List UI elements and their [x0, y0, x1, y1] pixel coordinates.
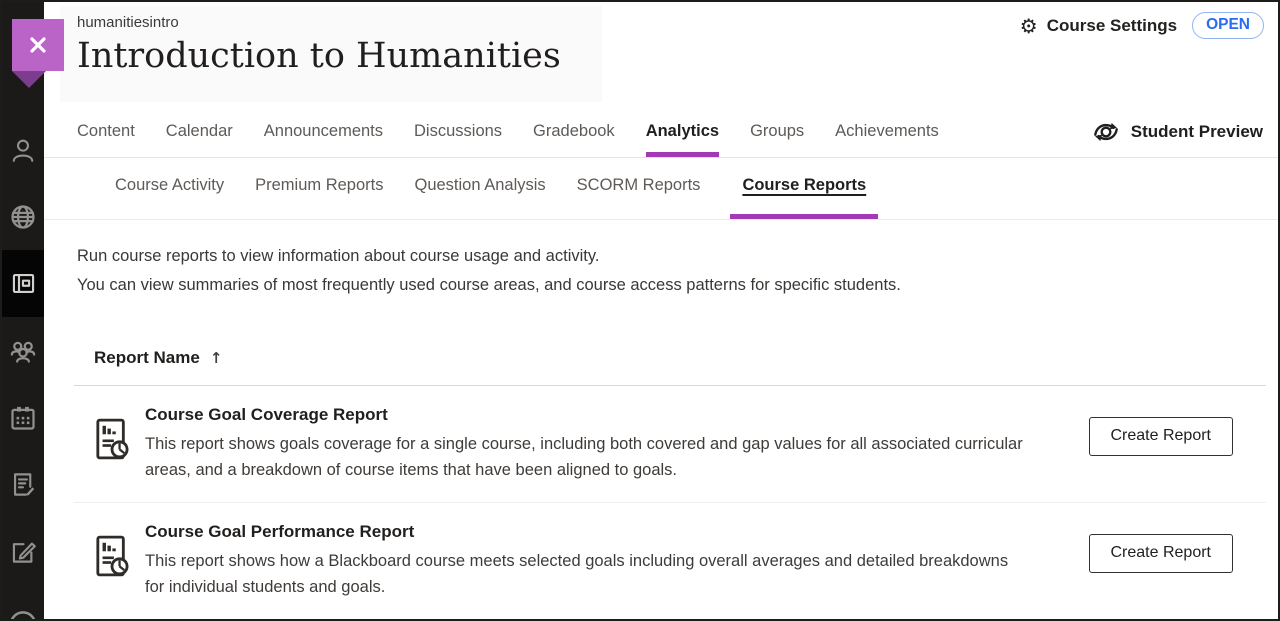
- grades-edit-icon: [12, 542, 36, 563]
- course-tab-bar: Content Calendar Announcements Discussio…: [44, 111, 1278, 158]
- subtab-premium-reports[interactable]: Premium Reports: [255, 176, 384, 195]
- report-title[interactable]: Course Goal Coverage Report: [145, 405, 388, 424]
- header-actions: ⚙ Course Settings OPEN: [1020, 12, 1264, 39]
- report-document-icon: [96, 535, 129, 577]
- analytics-subtab-bar: Course Activity Premium Reports Question…: [44, 158, 1278, 220]
- create-report-button[interactable]: Create Report: [1088, 417, 1233, 456]
- intro-line-2: You can view summaries of most frequentl…: [77, 276, 901, 294]
- messages-icon: [13, 473, 34, 496]
- calendar-icon: [11, 406, 35, 430]
- course-settings-button[interactable]: ⚙ Course Settings: [1020, 16, 1177, 36]
- sidebar-item-courses[interactable]: [2, 250, 44, 317]
- sort-ascending-icon: ↑: [209, 349, 223, 367]
- student-preview-eye-icon: [1093, 122, 1118, 141]
- course-status-badge[interactable]: OPEN: [1192, 12, 1264, 39]
- course-settings-label: Course Settings: [1046, 15, 1178, 35]
- sidebar-item-messages[interactable]: [2, 451, 44, 518]
- report-title[interactable]: Course Goal Performance Report: [145, 522, 415, 541]
- intro-line-1: Run course reports to view information a…: [77, 247, 600, 265]
- create-report-button[interactable]: Create Report: [1088, 534, 1233, 573]
- close-course-button[interactable]: [12, 19, 64, 88]
- sidebar-item-grades[interactable]: [2, 518, 44, 585]
- courses-icon: [12, 273, 34, 294]
- table-row: Course Goal Coverage Report This report …: [44, 386, 1278, 502]
- course-title[interactable]: Introduction to Humanities: [77, 36, 561, 76]
- report-name-column-label: Report Name: [94, 348, 200, 367]
- tab-gradebook[interactable]: Gradebook: [533, 121, 615, 140]
- subtab-question-analysis[interactable]: Question Analysis: [414, 176, 546, 195]
- report-document-icon: [96, 418, 129, 460]
- table-header-divider: [74, 385, 1266, 386]
- sidebar-item-institution[interactable]: [2, 183, 44, 250]
- close-icon: [30, 37, 46, 53]
- globe-icon: [11, 204, 35, 229]
- tab-calendar[interactable]: Calendar: [165, 121, 233, 140]
- report-name-sort[interactable]: Report Name ↑: [94, 348, 222, 368]
- course-content-area: humanitiesintro Introduction to Humaniti…: [44, 2, 1278, 619]
- tab-analytics[interactable]: Analytics: [645, 122, 720, 157]
- report-info: Course Goal Coverage Report This report …: [145, 405, 1025, 483]
- student-preview-button[interactable]: Student Preview: [1091, 120, 1263, 157]
- clock-icon: [10, 610, 36, 619]
- course-id: humanitiesintro: [77, 14, 179, 31]
- sidebar-item-recent[interactable]: [2, 585, 44, 619]
- ribbon-fold: [12, 71, 46, 88]
- report-description: This report shows goals coverage for a s…: [145, 435, 1023, 479]
- base-nav-sidebar: [2, 2, 64, 619]
- groups-icon: [10, 341, 36, 363]
- sidebar-item-calendar[interactable]: [2, 384, 44, 451]
- tab-announcements[interactable]: Announcements: [263, 121, 384, 140]
- tab-content[interactable]: Content: [77, 121, 135, 140]
- subtab-scorm-reports[interactable]: SCORM Reports: [576, 176, 701, 195]
- title-highlight: [60, 6, 602, 102]
- student-preview-label: Student Preview: [1130, 121, 1263, 141]
- gear-icon: ⚙: [1019, 13, 1038, 38]
- subtab-course-activity[interactable]: Course Activity: [115, 176, 225, 195]
- sidebar-item-profile[interactable]: [2, 116, 44, 183]
- course-header: humanitiesintro Introduction to Humaniti…: [44, 2, 1278, 111]
- sidebar-icon-list: [2, 2, 44, 619]
- row-divider: [74, 502, 1266, 503]
- tab-discussions[interactable]: Discussions: [414, 121, 503, 140]
- tab-groups[interactable]: Groups: [750, 121, 805, 140]
- profile-icon: [12, 139, 34, 162]
- report-description: This report shows how a Blackboard cours…: [145, 552, 1009, 596]
- course-reports-intro: Run course reports to view information a…: [44, 220, 1278, 300]
- report-table-header: Report Name ↑: [44, 300, 1278, 385]
- tab-achievements[interactable]: Achievements: [835, 121, 939, 140]
- table-row: Course Goal Performance Report This repo…: [44, 503, 1278, 619]
- subtab-course-reports[interactable]: Course Reports: [730, 158, 879, 219]
- sidebar-item-organizations[interactable]: [2, 317, 44, 384]
- report-info: Course Goal Performance Report This repo…: [145, 522, 1025, 600]
